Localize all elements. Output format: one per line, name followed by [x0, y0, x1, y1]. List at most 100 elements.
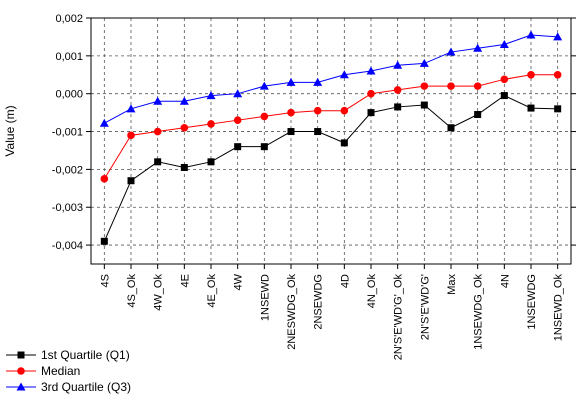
data-point	[234, 143, 242, 151]
x-tick-label: 1NSEWDG	[526, 274, 538, 330]
y-tick-label: 0,001	[55, 51, 83, 63]
data-point	[153, 127, 162, 136]
y-tick-label: -0,002	[52, 164, 83, 176]
data-point	[553, 70, 562, 79]
data-point	[179, 96, 189, 105]
series-0	[100, 92, 562, 245]
series-2	[99, 30, 563, 127]
data-point	[339, 70, 349, 79]
data-point	[259, 81, 269, 90]
x-tick-label: 4S_Ok	[126, 274, 138, 308]
x-tick-label: 2NSEWDG	[313, 274, 325, 330]
legend-label: Median	[41, 364, 80, 378]
x-tick-label: 4N	[499, 274, 511, 288]
data-point	[287, 108, 295, 117]
x-tick-label: 4S	[99, 274, 111, 287]
series-line	[103, 95, 558, 242]
data-point	[554, 105, 562, 113]
y-tick-label: 0,002	[55, 13, 83, 25]
data-point	[553, 32, 563, 41]
data-point	[100, 237, 108, 245]
data-point	[313, 77, 323, 86]
data-point	[180, 123, 189, 132]
x-tick-label: 1NSEWD_Ok	[553, 274, 565, 342]
legend-marker	[17, 367, 25, 375]
x-tick-label: 4E	[179, 274, 191, 287]
data-point	[127, 131, 135, 140]
x-tick-label: 1NSEWDG_Ok	[473, 274, 485, 350]
legend-item: 3rd Quartile (Q3)	[6, 380, 131, 394]
x-tick-label: 2NESWDG_Ok	[286, 274, 298, 350]
plot-frame	[90, 17, 572, 265]
data-point	[154, 158, 162, 166]
x-tick-label: 4D	[339, 274, 351, 288]
legend-label: 1st Quartile (Q1)	[41, 348, 130, 362]
data-point	[500, 75, 509, 84]
data-point	[314, 128, 322, 136]
data-point	[153, 96, 163, 105]
data-point	[447, 124, 455, 132]
x-tick-label: 4W	[233, 273, 245, 290]
data-point	[313, 106, 322, 115]
series-line	[104, 34, 558, 124]
data-point	[367, 109, 375, 117]
data-point	[126, 104, 136, 113]
legend-marker	[16, 382, 26, 391]
data-point	[367, 89, 375, 98]
series-1	[100, 70, 562, 183]
data-point	[207, 120, 215, 128]
x-tick-label: 2N'S'E'WD'G'	[419, 274, 431, 340]
data-point	[474, 111, 482, 119]
axes	[86, 17, 576, 269]
data-point	[233, 89, 243, 98]
data-point	[286, 77, 296, 86]
y-tick-label: 0,000	[55, 89, 83, 101]
data-point	[340, 106, 349, 115]
y-axis-title: Value (m)	[3, 105, 17, 156]
legend: 1st Quartile (Q1) Median 3rd Quartile (Q3)	[6, 348, 131, 394]
data-point	[526, 30, 536, 39]
data-point	[500, 92, 508, 100]
data-point	[419, 58, 429, 67]
legend-item: 1st Quartile (Q1)	[6, 348, 130, 362]
y-tick-label: -0,004	[52, 240, 83, 252]
x-tick-label: Max	[446, 274, 458, 295]
data-point	[127, 177, 135, 185]
y-tick-labels: 0,002 0,001 0,000 -0,001 -0,002 -0,003 -0,004	[52, 13, 83, 252]
data-point	[233, 116, 242, 124]
data-point	[527, 70, 535, 79]
x-tick-label: 4E_Ok	[206, 274, 218, 308]
legend-item: Median	[6, 364, 80, 378]
y-tick-label: -0,003	[52, 202, 83, 214]
data-point	[260, 112, 269, 121]
data-point	[447, 82, 455, 90]
data-point	[473, 43, 483, 52]
data-point	[100, 175, 109, 183]
data-point	[393, 86, 402, 94]
data-point	[394, 103, 402, 111]
x-tick-label: 2N'S'E'WD'G'_Ok	[393, 274, 405, 361]
data-point	[207, 158, 215, 166]
series-line	[103, 74, 558, 180]
data-series	[99, 30, 563, 245]
data-point	[393, 60, 403, 69]
data-point	[287, 128, 295, 136]
legend-label: 3rd Quartile (Q3)	[41, 380, 131, 394]
x-tick-label: 4W_Ok	[153, 274, 165, 311]
data-point	[99, 118, 109, 127]
data-point	[420, 101, 428, 109]
data-point	[473, 82, 482, 90]
data-point	[340, 139, 348, 147]
data-point	[180, 163, 188, 171]
x-tick-labels: 4S 4S_Ok 4W_Ok 4E 4E_Ok 4W 1NSEWD 2NESWDG_Ok 2NS…	[99, 273, 564, 360]
data-point	[527, 104, 535, 112]
data-point	[446, 47, 456, 56]
data-point	[366, 66, 376, 75]
data-point	[206, 91, 216, 100]
data-point	[499, 39, 509, 48]
x-tick-label: 1NSEWD	[259, 274, 271, 321]
data-point	[420, 82, 429, 90]
data-point	[260, 143, 268, 151]
